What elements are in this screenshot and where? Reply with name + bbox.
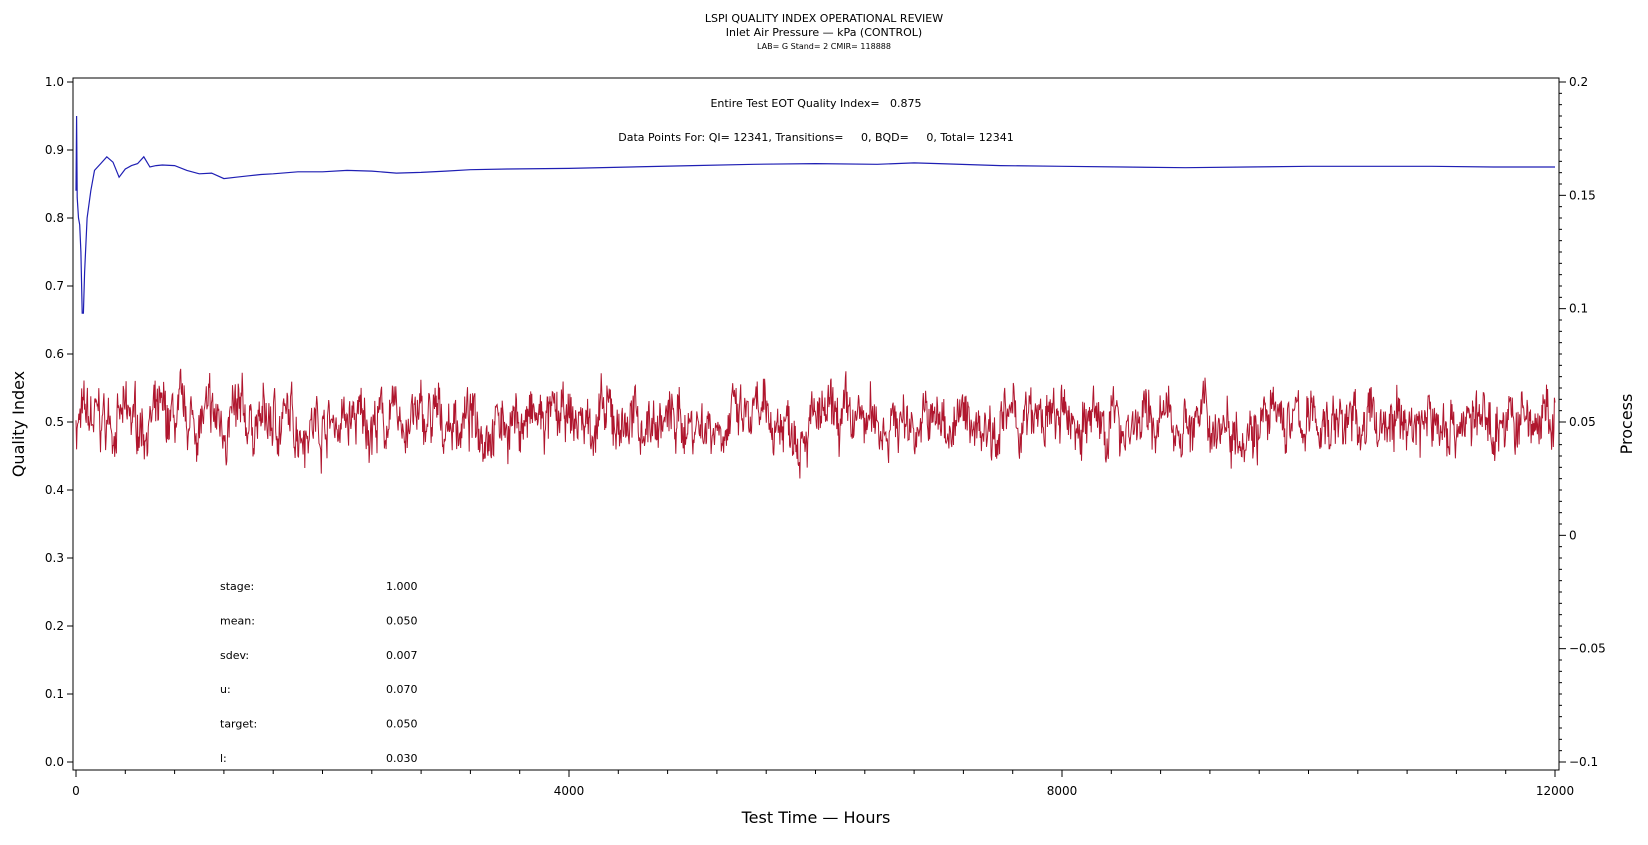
stat-value: 0.050 xyxy=(386,614,418,627)
y-left-tick-label: 0.8 xyxy=(45,211,64,225)
y-right-tick-label: 0 xyxy=(1569,528,1577,542)
stat-label: sdev: xyxy=(220,649,249,662)
y-right-tick-label: 0.1 xyxy=(1569,302,1588,316)
stat-label: stage: xyxy=(220,580,254,593)
y-left-tick-label: 0.5 xyxy=(45,415,64,429)
quality-index-series-line xyxy=(75,115,1555,314)
stat-label: l: xyxy=(220,752,227,765)
y-axis-left-label: Quality Index xyxy=(9,371,28,477)
y-axis-right: −0.1 −0.05 0 0.05 0.1 0.15 0.2 xyxy=(1559,75,1606,769)
chart-subtitle-2: LAB= G Stand= 2 CMIR= 118888 xyxy=(757,42,891,51)
stats-table: stage: 1.000 mean: 0.050 sdev: 0.007 u: 0.070 ta… xyxy=(220,580,418,765)
stat-label: u: xyxy=(220,683,231,696)
y-right-tick-label: 0.05 xyxy=(1569,415,1596,429)
y-left-tick-label: 0.4 xyxy=(45,483,64,497)
y-right-tick-label: −0.05 xyxy=(1569,642,1606,656)
y-left-tick-label: 0.6 xyxy=(45,347,64,361)
y-right-tick-label: 0.15 xyxy=(1569,188,1596,202)
series-layer xyxy=(75,115,1556,479)
y-right-tick-label: −0.1 xyxy=(1569,755,1598,769)
x-axis-label: Test Time — Hours xyxy=(741,808,891,827)
process-series-line xyxy=(75,368,1556,479)
stat-value: 0.030 xyxy=(386,752,418,765)
x-tick-label: 12000 xyxy=(1536,784,1574,798)
y-left-tick-label: 0.7 xyxy=(45,279,64,293)
y-left-tick-label: 0.3 xyxy=(45,551,64,565)
stat-value: 1.000 xyxy=(386,580,418,593)
y-left-tick-label: 0.2 xyxy=(45,619,64,633)
y-axis-left: 0.0 0.1 0.2 0.3 0.4 0.5 0.6 0.7 0.8 0.9 1.0 xyxy=(45,75,73,769)
stat-label: target: xyxy=(220,718,257,731)
x-tick-label: 4000 xyxy=(554,784,585,798)
y-axis-right-label: Process xyxy=(1617,394,1636,455)
y-left-tick-label: 0.1 xyxy=(45,687,64,701)
y-left-tick-label: 1.0 xyxy=(45,75,64,89)
x-tick-label: 0 xyxy=(72,784,80,798)
x-tick-label: 8000 xyxy=(1047,784,1078,798)
y-right-tick-label: 0.2 xyxy=(1569,75,1588,89)
stat-value: 0.070 xyxy=(386,683,418,696)
y-left-tick-label: 0.0 xyxy=(45,755,64,769)
x-axis: 0 4000 8000 12000 xyxy=(72,770,1574,798)
data-points-annotation: Data Points For: QI= 12341, Transitions=… xyxy=(618,131,1013,144)
stat-value: 0.050 xyxy=(386,718,418,731)
chart-subtitle: Inlet Air Pressure — kPa (CONTROL) xyxy=(726,26,922,39)
stat-value: 0.007 xyxy=(386,649,418,662)
y-left-tick-label: 0.9 xyxy=(45,143,64,157)
eot-quality-annotation: Entire Test EOT Quality Index= 0.875 xyxy=(710,97,921,110)
chart-title: LSPI QUALITY INDEX OPERATIONAL REVIEW xyxy=(705,12,943,25)
stat-label: mean: xyxy=(220,614,255,627)
